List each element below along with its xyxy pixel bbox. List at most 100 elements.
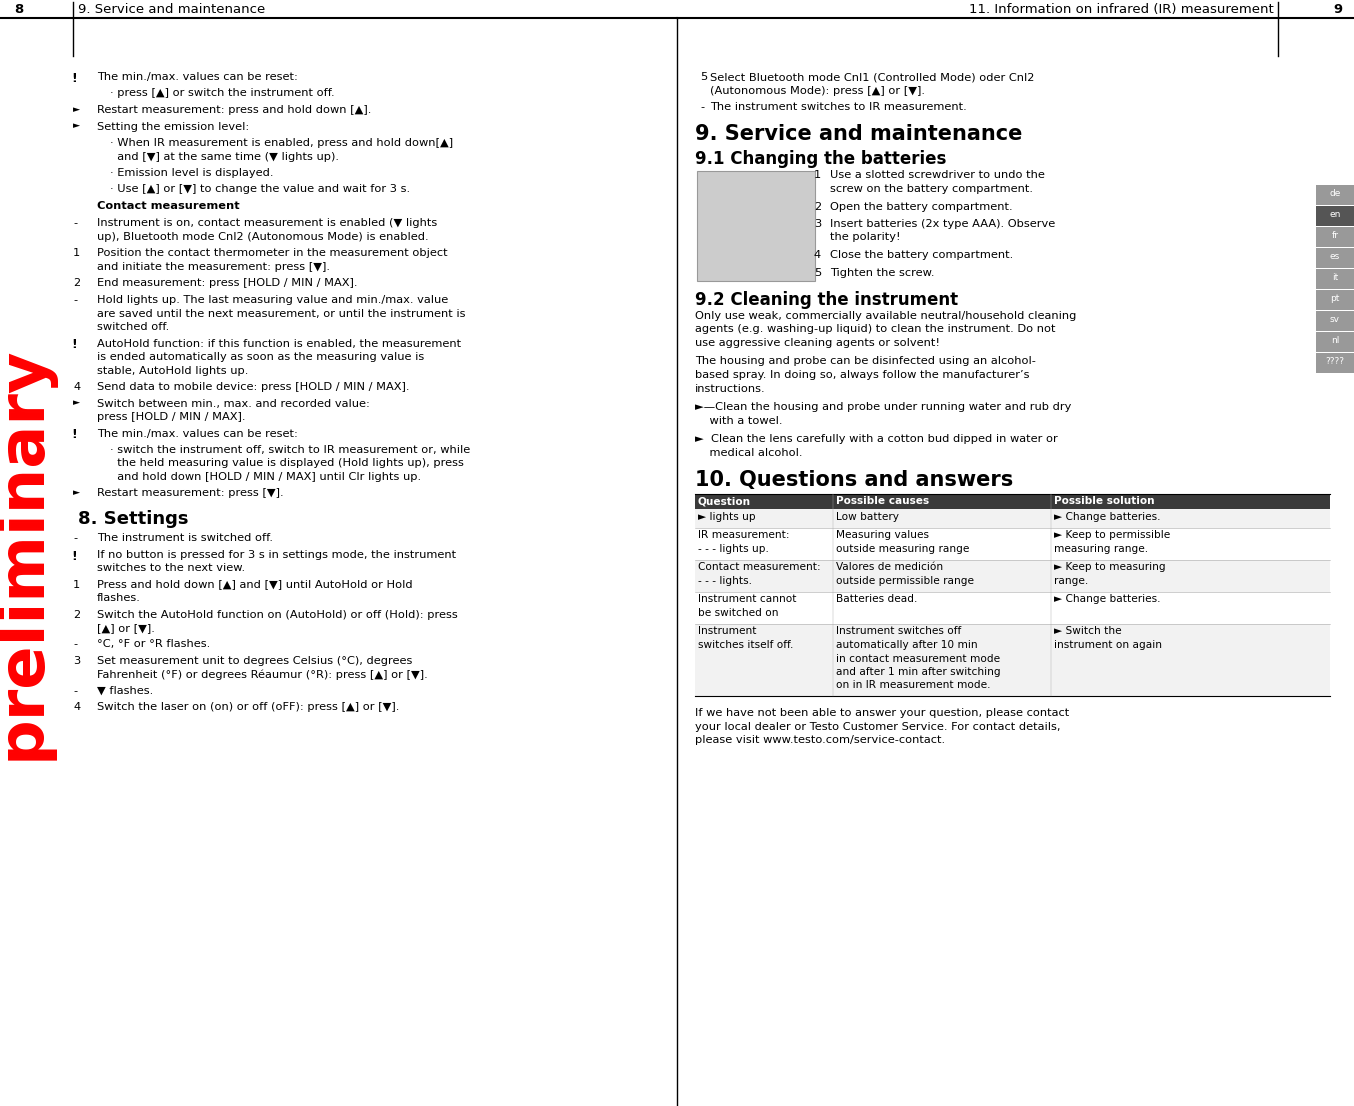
Text: is ended automatically as soon as the measuring value is: is ended automatically as soon as the me… bbox=[97, 352, 424, 362]
Text: outside permissible range: outside permissible range bbox=[835, 576, 974, 586]
Text: outside measuring range: outside measuring range bbox=[835, 544, 969, 554]
Text: switches itself off.: switches itself off. bbox=[699, 640, 793, 650]
Text: 9. Service and maintenance: 9. Service and maintenance bbox=[695, 125, 1022, 145]
Text: 1: 1 bbox=[814, 170, 822, 180]
Text: Switch the laser on (on) or off (oFF): press [▲] or [▼].: Switch the laser on (on) or off (oFF): p… bbox=[97, 702, 399, 712]
Text: en: en bbox=[1330, 210, 1340, 219]
Text: Batteries dead.: Batteries dead. bbox=[835, 595, 918, 605]
Text: fr: fr bbox=[1331, 231, 1339, 240]
Text: press [HOLD / MIN / MAX].: press [HOLD / MIN / MAX]. bbox=[97, 413, 245, 422]
Text: agents (e.g. washing-up liquid) to clean the instrument. Do not: agents (e.g. washing-up liquid) to clean… bbox=[695, 324, 1056, 334]
Text: Possible solution: Possible solution bbox=[1053, 495, 1155, 507]
Bar bbox=[695, 528, 1330, 560]
Text: instructions.: instructions. bbox=[695, 384, 765, 394]
Text: 4: 4 bbox=[73, 382, 80, 392]
Text: stable, AutoHold lights up.: stable, AutoHold lights up. bbox=[97, 365, 248, 376]
Text: Set measurement unit to degrees Celsius (°C), degrees: Set measurement unit to degrees Celsius … bbox=[97, 656, 413, 666]
Text: 2: 2 bbox=[73, 279, 80, 289]
Text: [▲] or [▼].: [▲] or [▼]. bbox=[97, 623, 154, 633]
Text: switches to the next view.: switches to the next view. bbox=[97, 563, 245, 573]
Text: If we have not been able to answer your question, please contact: If we have not been able to answer your … bbox=[695, 708, 1070, 718]
Text: preliminary: preliminary bbox=[0, 346, 54, 760]
Bar bbox=[1316, 248, 1354, 268]
Text: de: de bbox=[1330, 189, 1340, 198]
Bar bbox=[695, 560, 1330, 592]
Text: The min./max. values can be reset:: The min./max. values can be reset: bbox=[97, 72, 298, 82]
Text: with a towel.: with a towel. bbox=[695, 416, 783, 426]
Text: screw on the battery compartment.: screw on the battery compartment. bbox=[830, 184, 1033, 194]
Text: es: es bbox=[1330, 252, 1340, 261]
Text: please visit www.testo.com/service-contact.: please visit www.testo.com/service-conta… bbox=[695, 735, 945, 745]
Text: Tighten the screw.: Tighten the screw. bbox=[830, 268, 934, 278]
Text: be switched on: be switched on bbox=[699, 608, 779, 618]
Text: instrument on again: instrument on again bbox=[1053, 640, 1162, 650]
Text: - - - lights up.: - - - lights up. bbox=[699, 544, 769, 554]
Text: -: - bbox=[73, 219, 77, 229]
Text: Only use weak, commercially available neutral/household cleaning: Only use weak, commercially available ne… bbox=[695, 311, 1076, 321]
Text: in contact measurement mode: in contact measurement mode bbox=[835, 654, 1001, 664]
Text: °C, °F or °R flashes.: °C, °F or °R flashes. bbox=[97, 639, 210, 649]
Text: If no button is pressed for 3 s in settings mode, the instrument: If no button is pressed for 3 s in setti… bbox=[97, 550, 456, 560]
Text: 8. Settings: 8. Settings bbox=[79, 510, 188, 528]
Text: Restart measurement: press and hold down [▲].: Restart measurement: press and hold down… bbox=[97, 105, 371, 115]
Text: 11. Information on infrared (IR) measurement: 11. Information on infrared (IR) measure… bbox=[969, 3, 1274, 15]
Text: measuring range.: measuring range. bbox=[1053, 544, 1148, 554]
Text: Switch between min., max. and recorded value:: Switch between min., max. and recorded v… bbox=[97, 398, 370, 408]
Text: Instrument: Instrument bbox=[699, 626, 757, 636]
Text: it: it bbox=[1332, 273, 1338, 282]
Text: -: - bbox=[73, 686, 77, 696]
Text: ►  Clean the lens carefully with a cotton bud dipped in water or: ► Clean the lens carefully with a cotton… bbox=[695, 434, 1057, 444]
Text: IR measurement:: IR measurement: bbox=[699, 531, 789, 541]
Text: The min./max. values can be reset:: The min./max. values can be reset: bbox=[97, 428, 298, 438]
Text: Press and hold down [▲] and [▼] until AutoHold or Hold: Press and hold down [▲] and [▼] until Au… bbox=[97, 580, 413, 589]
Text: Insert batteries (2x type AAA). Observe: Insert batteries (2x type AAA). Observe bbox=[830, 219, 1055, 229]
Text: automatically after 10 min: automatically after 10 min bbox=[835, 640, 978, 650]
Text: Hold lights up. The last measuring value and min./max. value: Hold lights up. The last measuring value… bbox=[97, 295, 448, 305]
Text: the held measuring value is displayed (Hold lights up), press: the held measuring value is displayed (H… bbox=[110, 459, 464, 469]
Text: 1: 1 bbox=[73, 249, 80, 259]
Text: · press [▲] or switch the instrument off.: · press [▲] or switch the instrument off… bbox=[110, 88, 334, 98]
Text: use aggressive cleaning agents or solvent!: use aggressive cleaning agents or solven… bbox=[695, 338, 940, 348]
Text: ▼ flashes.: ▼ flashes. bbox=[97, 686, 153, 696]
Text: Use a slotted screwdriver to undo the: Use a slotted screwdriver to undo the bbox=[830, 170, 1045, 180]
Text: Fahrenheit (°F) or degrees Réaumur (°R): press [▲] or [▼].: Fahrenheit (°F) or degrees Réaumur (°R):… bbox=[97, 669, 428, 680]
Text: !: ! bbox=[70, 550, 77, 563]
Text: Instrument switches off: Instrument switches off bbox=[835, 626, 961, 636]
Text: !: ! bbox=[70, 338, 77, 352]
Bar bbox=[1316, 290, 1354, 310]
Text: up), Bluetooth mode Cnl2 (Autonomous Mode) is enabled.: up), Bluetooth mode Cnl2 (Autonomous Mod… bbox=[97, 232, 429, 242]
Text: ► Switch the: ► Switch the bbox=[1053, 626, 1121, 636]
Text: - - - lights.: - - - lights. bbox=[699, 576, 751, 586]
Text: -: - bbox=[700, 102, 704, 112]
Text: 4: 4 bbox=[814, 250, 821, 260]
Text: and after 1 min after switching: and after 1 min after switching bbox=[835, 667, 1001, 677]
Text: ► lights up: ► lights up bbox=[699, 512, 756, 522]
Bar bbox=[1316, 311, 1354, 331]
Text: nl: nl bbox=[1331, 336, 1339, 345]
Text: on in IR measurement mode.: on in IR measurement mode. bbox=[835, 680, 991, 690]
Text: based spray. In doing so, always follow the manufacturer’s: based spray. In doing so, always follow … bbox=[695, 371, 1029, 380]
Text: !: ! bbox=[70, 72, 77, 85]
Text: ► Keep to permissible: ► Keep to permissible bbox=[1053, 531, 1170, 541]
Text: sv: sv bbox=[1330, 315, 1340, 324]
Text: ????: ???? bbox=[1326, 357, 1345, 366]
Text: Instrument is on, contact measurement is enabled (▼ lights: Instrument is on, contact measurement is… bbox=[97, 219, 437, 229]
Text: your local dealer or Testo Customer Service. For contact details,: your local dealer or Testo Customer Serv… bbox=[695, 721, 1060, 731]
Bar bbox=[1316, 185, 1354, 205]
Text: AutoHold function: if this function is enabled, the measurement: AutoHold function: if this function is e… bbox=[97, 338, 462, 348]
Bar bbox=[695, 624, 1330, 696]
Text: 2: 2 bbox=[73, 609, 80, 619]
Bar bbox=[1316, 227, 1354, 247]
Text: Measuring values: Measuring values bbox=[835, 531, 929, 541]
Text: Setting the emission level:: Setting the emission level: bbox=[97, 122, 249, 132]
Text: Question: Question bbox=[699, 495, 751, 507]
Text: ► Keep to measuring: ► Keep to measuring bbox=[1053, 563, 1166, 573]
Text: 8: 8 bbox=[14, 3, 23, 15]
Text: 9.2 Cleaning the instrument: 9.2 Cleaning the instrument bbox=[695, 291, 959, 309]
Text: · Emission level is displayed.: · Emission level is displayed. bbox=[110, 168, 274, 178]
Bar bbox=[1316, 332, 1354, 352]
Bar bbox=[695, 509, 1330, 528]
Text: (Autonomous Mode): press [▲] or [▼].: (Autonomous Mode): press [▲] or [▼]. bbox=[709, 85, 925, 95]
Text: ► Change batteries.: ► Change batteries. bbox=[1053, 595, 1160, 605]
Text: End measurement: press [HOLD / MIN / MAX].: End measurement: press [HOLD / MIN / MAX… bbox=[97, 279, 357, 289]
